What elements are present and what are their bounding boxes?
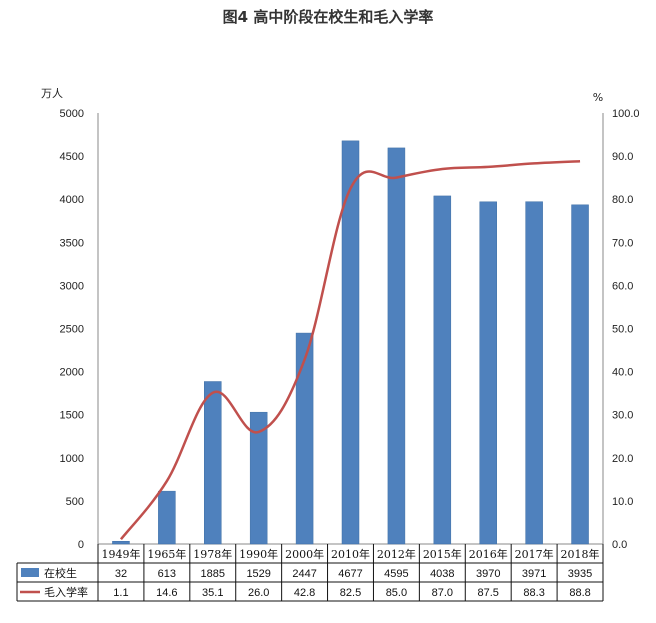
line-data-label: 1.1 [113,587,128,599]
legend-bar-label: 在校生 [44,566,77,580]
left-tick-label: 1000 [60,453,84,465]
left-tick-label: 4500 [60,151,84,163]
bar [249,411,268,545]
rate-line [119,160,581,541]
line-data-label: 42.8 [294,587,315,599]
left-tick-label: 3500 [60,237,84,249]
category-label: 1990年 [239,547,278,561]
bars [112,140,589,545]
bar [204,381,222,545]
bar [341,140,360,545]
category-label: 1965年 [147,547,186,561]
line-data-label: 87.0 [432,587,453,599]
legend-bar-key [21,568,39,577]
left-tick-label: 2000 [60,367,84,379]
bar-data-label: 1529 [246,568,270,580]
category-label: 2018年 [561,547,600,561]
category-label: 2017年 [515,547,554,561]
line-data-label: 35.1 [202,587,223,599]
category-label: 2010年 [331,547,370,561]
bar-data-label: 613 [158,568,176,580]
bar-data-label: 3970 [476,568,500,580]
line-data-label: 14.6 [156,587,177,599]
bar-data-label: 2447 [292,568,316,580]
right-tick-label: 20.0 [612,453,633,465]
category-label: 2012年 [377,547,416,561]
category-label: 1949年 [101,547,140,561]
right-tick-label: 30.0 [612,410,633,422]
left-axis-unit: 万人 [41,87,63,100]
category-label: 2016年 [469,547,508,561]
bar-data-label: 4677 [338,568,362,580]
legend-line-label: 毛入学率 [44,585,88,599]
bar [158,490,176,545]
bar-data-label: 3971 [522,568,546,580]
left-tick-label: 0 [78,539,84,551]
bar [112,540,130,545]
right-tick-label: 80.0 [612,194,633,206]
left-tick-label: 1500 [60,410,84,422]
right-tick-label: 50.0 [612,324,633,336]
right-tick-label: 60.0 [612,280,633,292]
line-data-label: 88.8 [569,587,590,599]
bar [479,201,497,545]
line-data-label: 88.3 [523,587,544,599]
line-data-label: 26.0 [248,587,269,599]
left-tick-label: 500 [66,496,84,508]
bar-data-label: 4595 [384,568,408,580]
line-data-label: 87.5 [478,587,499,599]
bar-data-label: 32 [115,568,127,580]
left-tick-label: 2500 [60,324,84,336]
line-data-label: 82.5 [340,587,361,599]
right-tick-label: 70.0 [612,237,633,249]
bar [571,204,589,545]
chart-title: 图4 高中阶段在校生和毛入学率 [222,8,434,26]
left-tick-label: 4000 [60,194,84,206]
category-label: 2015年 [423,547,462,561]
right-tick-label: 90.0 [612,151,633,163]
axes: 万人 % 0 500 1000 1500 2000 2500 3000 3500 4000 4500 5… [41,87,640,551]
bar-data-label: 1885 [201,568,225,580]
category-label: 1978年 [193,547,232,561]
bar [433,195,452,545]
bar-data-label: 3935 [568,568,592,580]
left-tick-label: 5000 [60,108,84,120]
bar [295,332,314,545]
right-tick-label: 10.0 [612,496,633,508]
right-tick-label: 0.0 [612,539,627,551]
line-series [119,160,581,541]
line-data-label: 85.0 [386,587,407,599]
bar-data-label: 4038 [430,568,454,580]
bar [525,201,543,545]
right-axis-unit: % [593,91,603,104]
right-tick-label: 40.0 [612,367,633,379]
data-table: 1949年 1965年 1978年 1990年 2000年 2010年 2012年 2015年… [16,544,604,602]
category-label: 2000年 [285,547,324,561]
right-tick-label: 100.0 [612,108,640,120]
bar [387,147,406,545]
left-tick-label: 3000 [60,280,84,292]
